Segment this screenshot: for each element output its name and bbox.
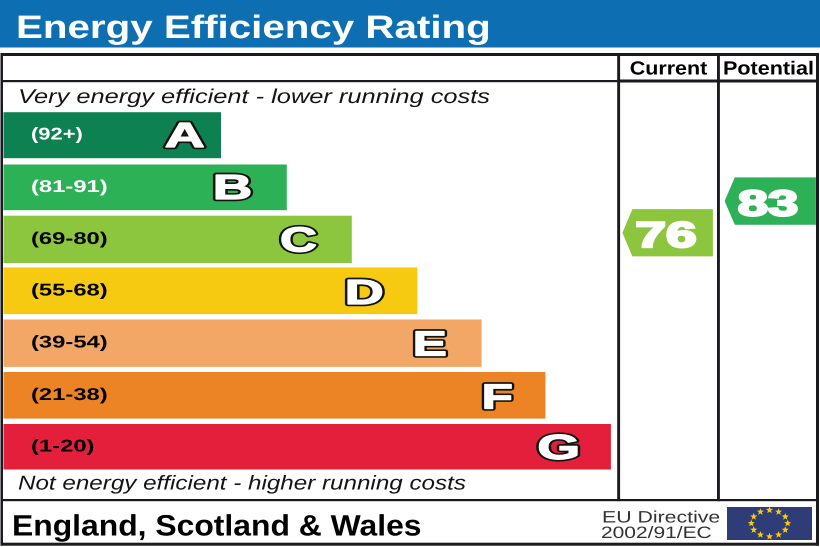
svg-text:EU Directive: EU Directive (602, 508, 720, 526)
svg-text:E: E (413, 325, 447, 364)
svg-text:C: C (280, 221, 317, 260)
svg-text:83: 83 (738, 183, 798, 224)
svg-text:D: D (345, 273, 384, 312)
svg-text:2002/91/EC: 2002/91/EC (601, 524, 712, 542)
svg-text:Current: Current (630, 59, 708, 80)
svg-text:(55-68): (55-68) (31, 280, 108, 299)
svg-text:C: C (280, 221, 317, 260)
svg-text:E: E (413, 325, 447, 364)
svg-text:(21-38): (21-38) (31, 385, 108, 404)
svg-text:A: A (165, 116, 205, 155)
svg-text:(92+): (92+) (31, 125, 83, 144)
svg-text:England, Scotland & Wales: England, Scotland & Wales (12, 510, 422, 543)
svg-text:A: A (165, 116, 205, 155)
svg-text:Very energy efficient - lower: Very energy efficient - lower running co… (18, 86, 490, 108)
svg-text:(1-20): (1-20) (31, 436, 95, 455)
svg-text:D: D (345, 273, 384, 312)
svg-text:(81-91): (81-91) (31, 177, 108, 196)
svg-text:76: 76 (635, 214, 696, 255)
svg-text:B: B (213, 168, 252, 207)
svg-text:F: F (482, 378, 513, 417)
svg-text:Not energy efficient - higher: Not energy efficient - higher running co… (18, 473, 466, 495)
svg-text:G: G (537, 428, 580, 467)
svg-text:(69-80): (69-80) (31, 229, 108, 248)
svg-text:Potential: Potential (723, 59, 814, 80)
svg-text:G: G (537, 428, 580, 467)
svg-text:F: F (482, 378, 513, 417)
svg-text:B: B (213, 168, 252, 207)
svg-text:(39-54): (39-54) (31, 333, 108, 352)
svg-text:Energy Efficiency Rating: Energy Efficiency Rating (16, 9, 491, 45)
